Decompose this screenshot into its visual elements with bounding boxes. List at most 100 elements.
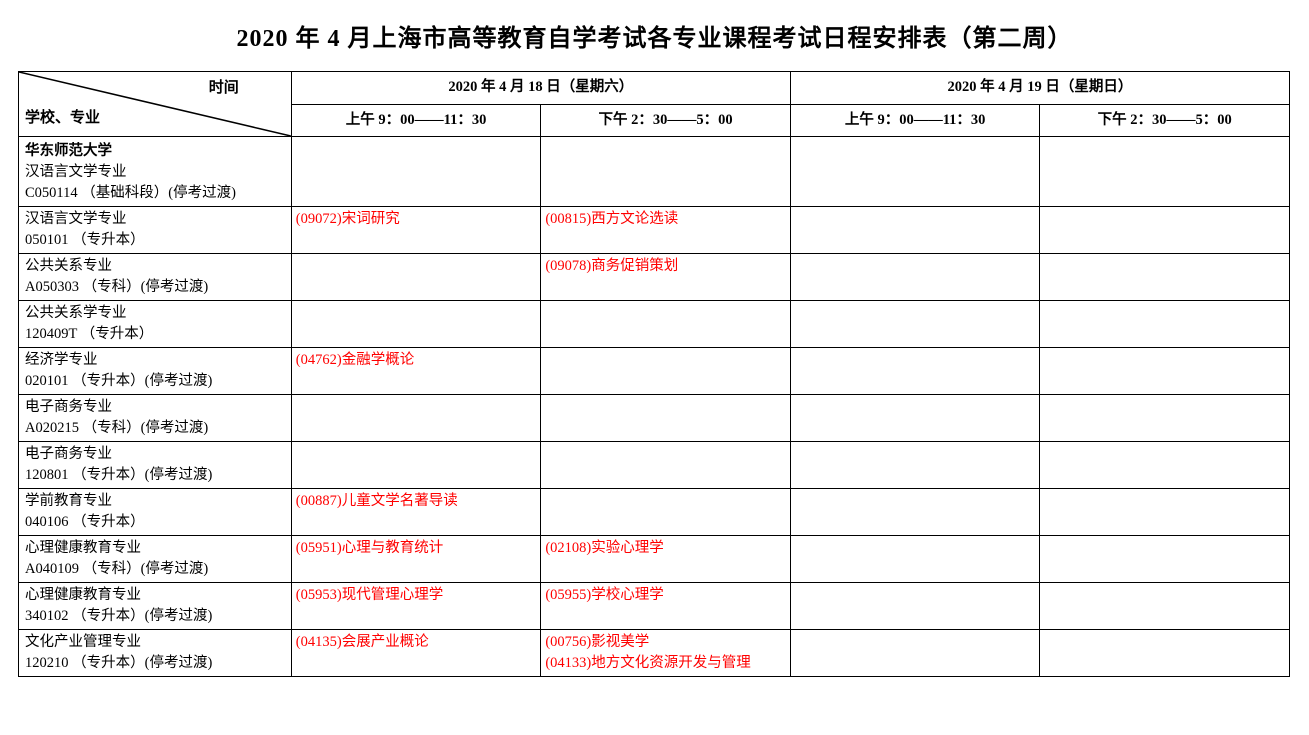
- course-cell: [291, 137, 541, 207]
- course-cell: [1040, 536, 1290, 583]
- course-cell: (00887)儿童文学名著导读: [291, 489, 541, 536]
- course-cell: [1040, 395, 1290, 442]
- major-cell: 学前教育专业 040106 （专升本）: [19, 489, 292, 536]
- page-title: 2020 年 4 月上海市高等教育自学考试各专业课程考试日程安排表（第二周）: [18, 18, 1291, 53]
- major-cell: 经济学专业 020101 （专升本）(停考过渡): [19, 348, 292, 395]
- course-code: (00815)西方文论选读: [545, 209, 786, 230]
- course-cell: [541, 489, 791, 536]
- course-cell: [790, 489, 1040, 536]
- major-code: A020215 （专科）(停考过渡): [25, 418, 287, 439]
- major-code: A050303 （专科）(停考过渡): [25, 277, 287, 298]
- table-row: 心理健康教育专业 340102 （专升本）(停考过渡)(05953)现代管理心理…: [19, 583, 1290, 630]
- course-code: (02108)实验心理学: [545, 538, 786, 559]
- major-code: 120409T （专升本）: [25, 324, 287, 345]
- course-cell: [291, 254, 541, 301]
- table-row: 公共关系学专业 120409T （专升本）: [19, 301, 1290, 348]
- major-code: 120801 （专升本）(停考过渡): [25, 465, 287, 486]
- university-name: 华东师范大学: [25, 139, 287, 162]
- course-cell: [1040, 442, 1290, 489]
- header-d2-am: 上午 9：00——11：30: [790, 104, 1040, 137]
- header-school-label: 学校、专业: [25, 108, 100, 130]
- course-cell: (05951)心理与教育统计: [291, 536, 541, 583]
- course-cell: [291, 442, 541, 489]
- course-code: (05951)心理与教育统计: [296, 538, 537, 559]
- course-cell: [790, 137, 1040, 207]
- major-code: 340102 （专升本）(停考过渡): [25, 606, 287, 627]
- course-cell: [790, 254, 1040, 301]
- course-cell: (04135)会展产业概论: [291, 630, 541, 677]
- course-code: (04762)金融学概论: [296, 350, 537, 371]
- course-code: (09072)宋词研究: [296, 209, 537, 230]
- header-day2: 2020 年 4 月 19 日（星期日）: [790, 72, 1289, 105]
- header-diagonal: 时间 学校、专业: [19, 72, 292, 137]
- course-cell: [1040, 489, 1290, 536]
- course-cell: [790, 395, 1040, 442]
- major-cell: 公共关系专业 A050303 （专科）(停考过渡): [19, 254, 292, 301]
- major-code: C050114 （基础科段）(停考过渡): [25, 183, 287, 204]
- header-d1-am: 上午 9：00——11：30: [291, 104, 541, 137]
- course-cell: [1040, 207, 1290, 254]
- major-cell: 电子商务专业 120801 （专升本）(停考过渡): [19, 442, 292, 489]
- course-code: (05953)现代管理心理学: [296, 585, 537, 606]
- major-cell: 文化产业管理专业 120210 （专升本）(停考过渡): [19, 630, 292, 677]
- table-row: 电子商务专业 A020215 （专科）(停考过渡): [19, 395, 1290, 442]
- course-cell: [1040, 137, 1290, 207]
- course-cell: [790, 536, 1040, 583]
- course-cell: (00815)西方文论选读: [541, 207, 791, 254]
- table-row: 文化产业管理专业 120210 （专升本）(停考过渡)(04135)会展产业概论…: [19, 630, 1290, 677]
- major-cell: 心理健康教育专业 A040109 （专科）(停考过渡): [19, 536, 292, 583]
- course-cell: [1040, 348, 1290, 395]
- course-cell: [1040, 583, 1290, 630]
- course-cell: [790, 630, 1040, 677]
- major-name: 电子商务专业: [25, 444, 287, 465]
- major-code: 120210 （专升本）(停考过渡): [25, 653, 287, 674]
- major-cell: 公共关系学专业 120409T （专升本）: [19, 301, 292, 348]
- course-cell: (05955)学校心理学: [541, 583, 791, 630]
- header-time-label: 时间: [209, 78, 239, 100]
- course-code: (05955)学校心理学: [545, 585, 786, 606]
- course-cell: [790, 442, 1040, 489]
- course-code: (00887)儿童文学名著导读: [296, 491, 537, 512]
- course-code: (00756)影视美学: [545, 632, 786, 653]
- course-cell: [790, 348, 1040, 395]
- course-cell: [541, 348, 791, 395]
- table-row: 公共关系专业 A050303 （专科）(停考过渡) (09078)商务促销策划: [19, 254, 1290, 301]
- course-cell: [541, 395, 791, 442]
- course-cell: (02108)实验心理学: [541, 536, 791, 583]
- major-code: 050101 （专升本）: [25, 230, 287, 251]
- course-code: (04135)会展产业概论: [296, 632, 537, 653]
- course-cell: [790, 207, 1040, 254]
- course-cell: [1040, 301, 1290, 348]
- major-code: 040106 （专升本）: [25, 512, 287, 533]
- major-name: 公共关系学专业: [25, 303, 287, 324]
- major-name: 文化产业管理专业: [25, 632, 287, 653]
- major-name: 汉语言文学专业: [25, 162, 287, 183]
- header-d1-pm: 下午 2：30——5：00: [541, 104, 791, 137]
- major-cell: 华东师范大学 汉语言文学专业 C050114 （基础科段）(停考过渡): [19, 137, 292, 207]
- course-cell: [291, 301, 541, 348]
- major-name: 公共关系专业: [25, 256, 287, 277]
- course-code: (09078)商务促销策划: [545, 256, 786, 277]
- major-name: 汉语言文学专业: [25, 209, 287, 230]
- major-cell: 电子商务专业 A020215 （专科）(停考过渡): [19, 395, 292, 442]
- major-cell: 汉语言文学专业 050101 （专升本）: [19, 207, 292, 254]
- header-day1: 2020 年 4 月 18 日（星期六）: [291, 72, 790, 105]
- course-code: (04133)地方文化资源开发与管理: [545, 653, 786, 674]
- course-cell: (09072)宋词研究: [291, 207, 541, 254]
- course-cell: [541, 137, 791, 207]
- table-row: 学前教育专业 040106 （专升本）(00887)儿童文学名著导读: [19, 489, 1290, 536]
- major-name: 电子商务专业: [25, 397, 287, 418]
- major-name: 经济学专业: [25, 350, 287, 371]
- table-row: 经济学专业 020101 （专升本）(停考过渡)(04762)金融学概论: [19, 348, 1290, 395]
- table-row: 华东师范大学 汉语言文学专业 C050114 （基础科段）(停考过渡): [19, 137, 1290, 207]
- course-cell: [541, 442, 791, 489]
- major-name: 心理健康教育专业: [25, 585, 287, 606]
- course-cell: [541, 301, 791, 348]
- major-code: A040109 （专科）(停考过渡): [25, 559, 287, 580]
- course-cell: (00756)影视美学(04133)地方文化资源开发与管理: [541, 630, 791, 677]
- major-name: 心理健康教育专业: [25, 538, 287, 559]
- course-cell: (05953)现代管理心理学: [291, 583, 541, 630]
- course-cell: (04762)金融学概论: [291, 348, 541, 395]
- major-code: 020101 （专升本）(停考过渡): [25, 371, 287, 392]
- major-cell: 心理健康教育专业 340102 （专升本）(停考过渡): [19, 583, 292, 630]
